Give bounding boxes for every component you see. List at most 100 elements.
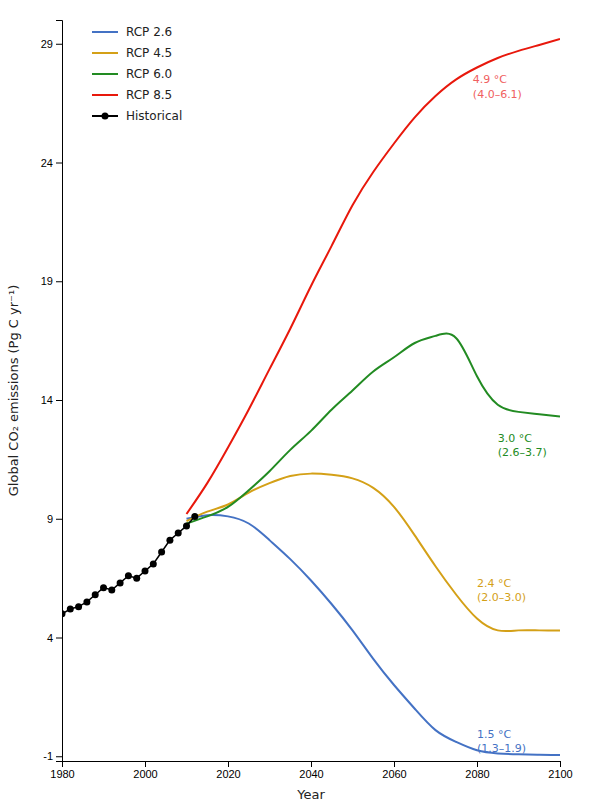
x-tick-mark bbox=[477, 761, 478, 767]
annotation: 1.5 °C(1.3–1.9) bbox=[477, 728, 526, 755]
legend: RCP 2.6 RCP 4.5 RCP 6.0 RCP 8.5 Historical bbox=[92, 25, 182, 123]
series-line bbox=[187, 334, 561, 524]
x-tick: 2000 bbox=[133, 761, 157, 780]
series-point bbox=[62, 610, 66, 617]
annotation-line: (2.0–3.0) bbox=[477, 591, 526, 604]
y-tick-label: 9 bbox=[47, 513, 53, 525]
annotation: 3.0 °C(2.6–3.7) bbox=[498, 432, 547, 459]
plot-area bbox=[62, 39, 560, 755]
series-point bbox=[133, 575, 140, 582]
y-tick-mark bbox=[56, 400, 62, 401]
legend-label: RCP 2.6 bbox=[126, 25, 172, 39]
x-tick: 2100 bbox=[548, 761, 572, 780]
x-tick-label: 2060 bbox=[382, 768, 406, 780]
y-tick: 19 bbox=[41, 275, 62, 287]
series-line bbox=[62, 516, 195, 613]
x-tick-label: 2040 bbox=[299, 768, 323, 780]
legend-swatch bbox=[92, 52, 118, 54]
y-tick-label: 24 bbox=[41, 157, 53, 169]
series-point bbox=[75, 603, 82, 610]
series-point bbox=[117, 579, 124, 586]
y-tick: 24 bbox=[41, 157, 62, 169]
y-tick: 29 bbox=[41, 38, 62, 50]
annotation-line: (4.0–6.1) bbox=[473, 88, 522, 101]
legend-label: Historical bbox=[126, 109, 182, 123]
x-tick-mark bbox=[145, 761, 146, 767]
series-point bbox=[175, 530, 182, 537]
series-point bbox=[83, 598, 90, 605]
annotation-line: 1.5 °C bbox=[477, 728, 511, 741]
y-axis-line bbox=[56, 21, 63, 762]
x-tick-label: 2000 bbox=[133, 768, 157, 780]
legend-swatch bbox=[92, 31, 118, 33]
y-axis: -1 4 9 14 19 24 29 bbox=[41, 21, 63, 763]
annotation-line: (2.6–3.7) bbox=[498, 446, 547, 459]
y-axis-title: Global CO₂ emissions (Pg C yr⁻¹) bbox=[6, 285, 21, 496]
y-tick-label: 14 bbox=[41, 394, 53, 406]
x-tick-label: 2100 bbox=[548, 768, 572, 780]
series-point bbox=[67, 606, 74, 613]
series-line bbox=[187, 39, 561, 514]
x-tick-label: 2020 bbox=[216, 768, 240, 780]
x-tick-label: 2080 bbox=[465, 768, 489, 780]
x-axis-title: Year bbox=[296, 787, 325, 802]
series-point bbox=[183, 522, 190, 529]
series-point bbox=[150, 560, 157, 567]
y-tick-mark bbox=[56, 519, 62, 520]
annotation-line: (1.3–1.9) bbox=[477, 742, 526, 755]
y-tick: 9 bbox=[47, 513, 62, 525]
y-tick: 14 bbox=[41, 394, 62, 406]
annotation-line: 3.0 °C bbox=[498, 432, 532, 445]
series-point bbox=[125, 572, 132, 579]
x-tick-mark bbox=[394, 761, 395, 767]
legend-swatch bbox=[92, 94, 118, 96]
legend-label: RCP 4.5 bbox=[126, 46, 172, 60]
legend-item: RCP 8.5 bbox=[92, 88, 172, 102]
y-tick-label: -1 bbox=[43, 750, 53, 762]
series-point bbox=[142, 568, 149, 575]
x-tick-mark bbox=[560, 761, 561, 767]
x-axis: 1980 2000 2020 2040 2060 2080 2100 bbox=[50, 761, 572, 780]
x-tick: 2020 bbox=[216, 761, 240, 780]
y-tick: -1 bbox=[43, 750, 62, 762]
legend-marker bbox=[102, 113, 109, 120]
series-point bbox=[191, 513, 198, 520]
series-line bbox=[187, 474, 561, 632]
series-line bbox=[187, 515, 561, 755]
y-tick-label: 29 bbox=[41, 38, 53, 50]
x-tick: 2040 bbox=[299, 761, 323, 780]
x-tick-mark bbox=[311, 761, 312, 767]
x-tick: 1980 bbox=[50, 761, 74, 780]
y-tick-mark bbox=[56, 756, 62, 757]
legend-item: Historical bbox=[92, 109, 182, 123]
y-tick-label: 4 bbox=[47, 632, 53, 644]
y-tick-mark bbox=[56, 638, 62, 639]
chart: 1980 2000 2020 2040 2060 2080 2100 -1 4 9 14 19 24 29… bbox=[0, 0, 600, 811]
x-tick: 2060 bbox=[382, 761, 406, 780]
series-point bbox=[108, 587, 115, 594]
annotation: 4.9 °C (4.0–6.1) bbox=[473, 73, 522, 100]
legend-item: RCP 6.0 bbox=[92, 67, 172, 81]
series-point bbox=[92, 591, 99, 598]
x-tick-label: 1980 bbox=[50, 768, 74, 780]
annotations: 4.9 °C (4.0–6.1) 3.0 °C(2.6–3.7) 2.4 °C(2.0… bbox=[473, 73, 547, 755]
legend-label: RCP 6.0 bbox=[126, 67, 172, 81]
legend-item: RCP 2.6 bbox=[92, 25, 172, 39]
y-tick-mark bbox=[56, 281, 62, 282]
series-point bbox=[158, 549, 165, 556]
annotation-line: 2.4 °C bbox=[477, 577, 511, 590]
annotation-line: 4.9 °C bbox=[473, 73, 507, 86]
y-tick-mark bbox=[56, 44, 62, 45]
legend-swatch bbox=[92, 73, 118, 75]
x-axis-line bbox=[63, 762, 561, 768]
series-point bbox=[166, 537, 173, 544]
x-tick-mark bbox=[228, 761, 229, 767]
annotation: 2.4 °C(2.0–3.0) bbox=[477, 577, 526, 604]
y-tick-label: 19 bbox=[41, 275, 53, 287]
x-tick: 2080 bbox=[465, 761, 489, 780]
legend-item: RCP 4.5 bbox=[92, 46, 172, 60]
series-point bbox=[100, 584, 107, 591]
legend-label: RCP 8.5 bbox=[126, 88, 172, 102]
y-tick: 4 bbox=[47, 632, 62, 644]
y-tick-mark bbox=[56, 163, 62, 164]
